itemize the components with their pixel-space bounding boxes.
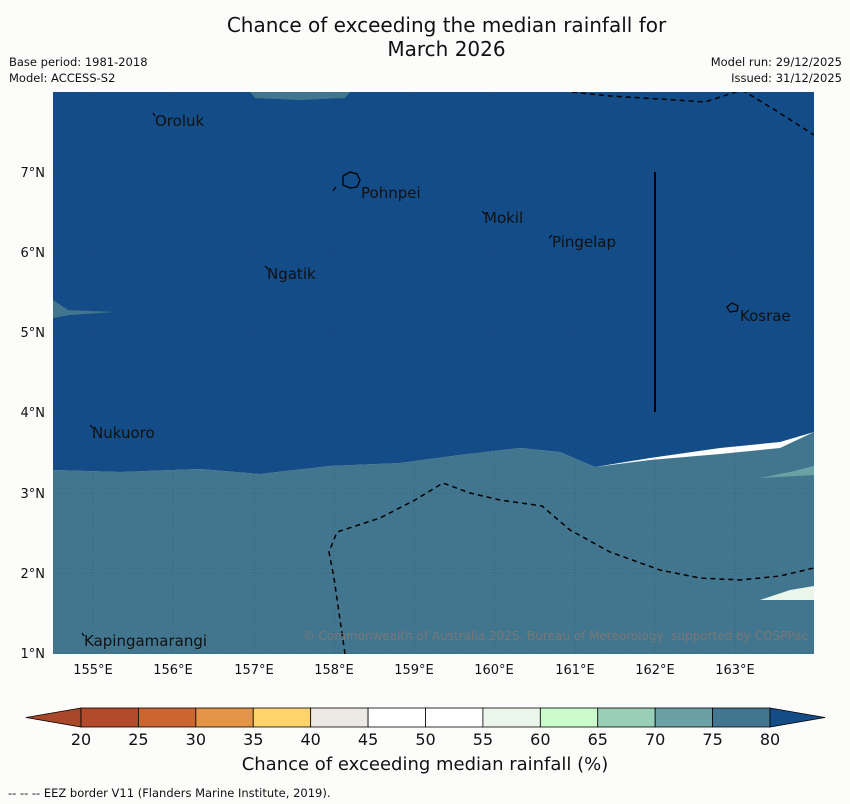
eez-footnote: -- -- -- EEZ border V11 (Flanders Marine…	[8, 786, 331, 800]
colorbar-tick-50: 50	[415, 730, 435, 749]
band-75-80-left-patch	[53, 300, 115, 318]
lat-tick-3n: 3°N	[21, 487, 46, 502]
colorbar-tick-80: 80	[760, 730, 780, 749]
lat-tick-6n: 6°N	[21, 246, 46, 261]
band-75-80	[53, 432, 814, 654]
lon-tick-160e: 160°E	[474, 663, 514, 678]
atoll-mark-nukuoro	[89, 424, 94, 429]
atoll-mark-pohnpei-reef	[332, 186, 337, 192]
colorbar-segment-70-75	[654, 707, 713, 728]
colorbar-tick-45: 45	[358, 730, 378, 749]
lat-tick-5n: 5°N	[21, 326, 46, 341]
band-above-80	[53, 92, 814, 474]
colorbar-extend-high	[769, 707, 826, 728]
credit-text: © Commonwealth of Australia 2025, Bureau…	[303, 629, 808, 643]
meta-right: Model run: 29/12/2025 Issued: 31/12/2025	[711, 54, 842, 86]
lon-tick-162e: 162°E	[635, 663, 675, 678]
lon-tick-163e: 163°E	[715, 663, 755, 678]
issued-date: Issued: 31/12/2025	[731, 71, 842, 85]
place-label-ngatik: Ngatik	[267, 265, 316, 283]
place-label-kosrae: Kosrae	[740, 307, 791, 325]
colorbar: 20 25 30 35 40 45 50 55 60 65 70 75 80	[25, 707, 826, 749]
eez-border-top	[571, 92, 739, 103]
lon-tick-156e: 156°E	[153, 663, 193, 678]
meta-left: Base period: 1981-2018 Model: ACCESS-S2	[9, 54, 148, 86]
colorbar-segment-45-50	[367, 707, 426, 728]
colorbar-segment-50-55	[425, 707, 484, 728]
place-label-pingelap: Pingelap	[552, 233, 616, 251]
band-55-60-right-patch	[760, 586, 814, 600]
latitude-tick-labels: 7°N 6°N 5°N 4°N 3°N 2°N 1°N	[21, 166, 46, 662]
base-period: Base period: 1981-2018	[9, 55, 148, 69]
lon-tick-158e: 158°E	[314, 663, 354, 678]
title-line-2: March 2026	[387, 37, 506, 61]
eez-borders	[328, 92, 814, 654]
colorbar-tick-75: 75	[702, 730, 722, 749]
lon-tick-159e: 159°E	[394, 663, 434, 678]
lon-tick-155e: 155°E	[73, 663, 113, 678]
atoll-mark-mokil	[481, 210, 486, 215]
band-70-75-right-patch	[760, 466, 814, 478]
eez-border-top-right	[743, 92, 814, 136]
colorbar-tick-60: 60	[530, 730, 550, 749]
colorbar-segment-20-25	[80, 707, 139, 728]
lat-tick-7n: 7°N	[21, 166, 46, 181]
atoll-mark-pingelap	[548, 234, 553, 239]
lon-tick-161e: 161°E	[555, 663, 595, 678]
lat-tick-1n: 1°N	[21, 647, 46, 662]
colorbar-tick-40: 40	[300, 730, 320, 749]
colorbar-segment-25-30	[138, 707, 197, 728]
colorbar-tick-20: 20	[71, 730, 91, 749]
colorbar-segment-30-35	[195, 707, 254, 728]
place-label-mokil: Mokil	[484, 209, 523, 227]
title-line-1: Chance of exceeding the median rainfall …	[226, 13, 667, 37]
colorbar-segment-60-65	[539, 707, 599, 728]
kosrae-island	[726, 302, 739, 313]
colorbar-tick-35: 35	[243, 730, 263, 749]
colorbar-extend-low	[25, 707, 82, 728]
colorbar-segment-40-45	[310, 707, 369, 728]
map-title: Chance of exceeding the median rainfall …	[0, 13, 850, 61]
colorbar-tick-70: 70	[645, 730, 665, 749]
atoll-mark-kapingamarangi	[81, 632, 85, 637]
longitude-tick-labels: 155°E 156°E 157°E 158°E 159°E 160°E 161°…	[73, 663, 755, 678]
eez-border-south	[328, 482, 814, 654]
parallel-gridlines	[53, 171, 814, 654]
lon-tick-157e: 157°E	[234, 663, 274, 678]
colorbar-tick-65: 65	[588, 730, 608, 749]
place-label-nukuoro: Nukuoro	[92, 424, 155, 442]
lat-tick-2n: 2°N	[21, 567, 46, 582]
colorbar-label: Chance of exceeding median rainfall (%)	[241, 754, 609, 775]
colorbar-segment-55-60	[482, 707, 541, 728]
colorbar-segment-35-40	[252, 707, 312, 728]
model-name: Model: ACCESS-S2	[9, 71, 116, 85]
probability-field: © Commonwealth of Australia 2025, Bureau…	[53, 92, 814, 654]
colorbar-segment-75-80	[712, 707, 771, 728]
place-labels: Oroluk Pohnpei Mokil Pingelap Ngatik Kos…	[84, 112, 791, 650]
lat-tick-4n: 4°N	[21, 406, 46, 421]
colorbar-tick-30: 30	[186, 730, 206, 749]
colorbar-segment-65-70	[597, 707, 656, 728]
pohnpei-island	[342, 171, 361, 189]
atoll-mark-oroluk	[152, 112, 156, 117]
place-label-pohnpei: Pohnpei	[361, 184, 421, 202]
colorbar-tick-55: 55	[473, 730, 493, 749]
band-75-80-top-patch	[250, 92, 350, 100]
place-label-kapingamarangi: Kapingamarangi	[84, 632, 207, 650]
atoll-mark-ngatik	[264, 265, 269, 270]
place-label-oroluk: Oroluk	[155, 112, 204, 130]
colorbar-tick-25: 25	[128, 730, 148, 749]
model-run: Model run: 29/12/2025	[710, 55, 842, 69]
